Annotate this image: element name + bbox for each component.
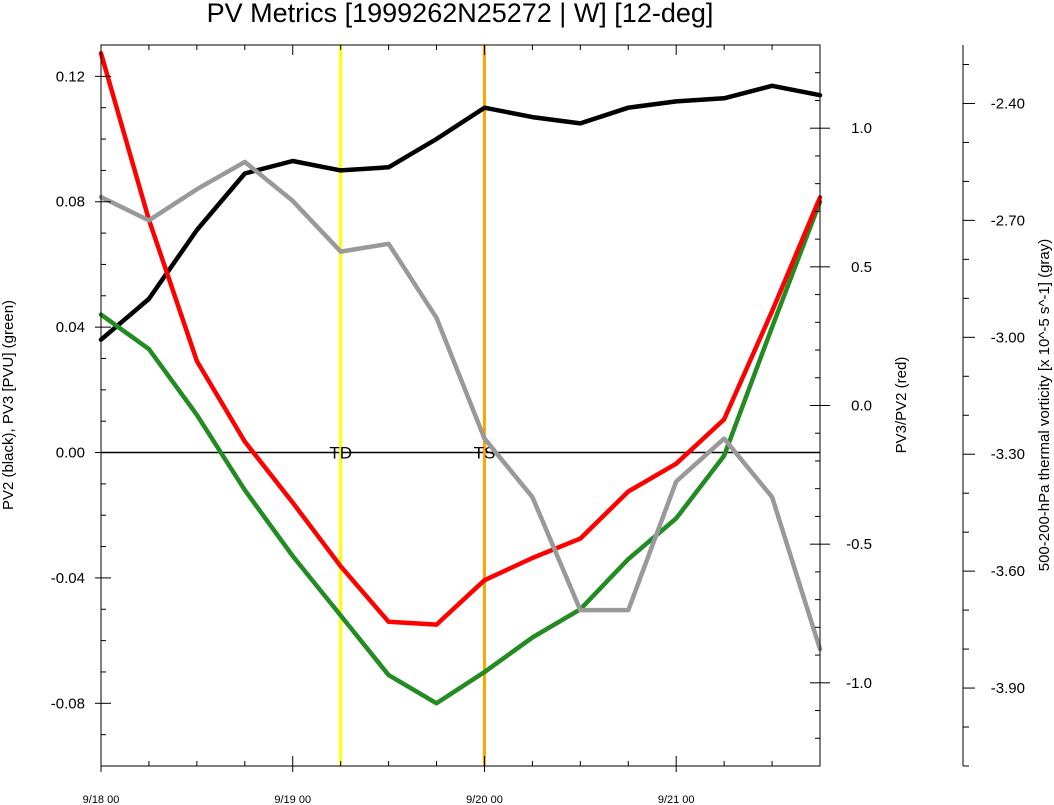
left-axis-tick-label: 0.08 (56, 194, 85, 211)
left-axis-label: PV2 (black), PV3 [PVU] (green) (0, 300, 17, 510)
far-right-axis-label: 500-200-hPa thermal vorticity [x 10^-5 s… (1036, 239, 1053, 572)
series-line-far_right-3 (98, 159, 823, 652)
x-tick-label: 9/18 00 (83, 794, 120, 805)
x-tick-label: 9/19 00 (274, 794, 311, 805)
far-right-axis-tick-label: -3.60 (991, 563, 1025, 580)
far-right-axis-tick-label: -3.30 (991, 446, 1025, 463)
series-line-right-2 (98, 51, 823, 627)
far-right-axis-tick-label: -3.00 (991, 329, 1025, 346)
series-line-left-0 (98, 83, 823, 342)
left-axis-tick-label: 0.12 (56, 68, 85, 85)
far-right-axis-tick-label: -3.90 (991, 680, 1025, 697)
left-axis-tick-label: 0.00 (56, 445, 85, 462)
right-axis-tick-label: 0.5 (851, 259, 872, 276)
series-line-left-1 (98, 199, 823, 706)
left-axis-tick-label: -0.08 (51, 695, 85, 712)
x-tick-label: 9/20 00 (466, 794, 503, 805)
chart-title: PV Metrics [1999262N25272 | W] [12-deg] (207, 0, 714, 28)
right-axis-tick-label: 1.0 (851, 120, 872, 137)
left-axis-tick-label: 0.04 (56, 319, 85, 336)
left-axis-tick-label: -0.04 (51, 570, 85, 587)
right-axis-tick-label: 0.0 (851, 398, 872, 415)
far-right-axis-tick-label: -2.40 (991, 95, 1025, 112)
x-tick-label: 9/21 00 (658, 794, 695, 805)
right-axis-label: PV3/PV2 (red) (893, 357, 910, 454)
right-axis-tick-label: -1.0 (846, 675, 872, 692)
right-axis-tick-label: -0.5 (846, 536, 872, 553)
plot-frame (100, 44, 821, 767)
marker-label-td: TD (329, 444, 352, 463)
far-right-axis-tick-label: -2.70 (991, 212, 1025, 229)
